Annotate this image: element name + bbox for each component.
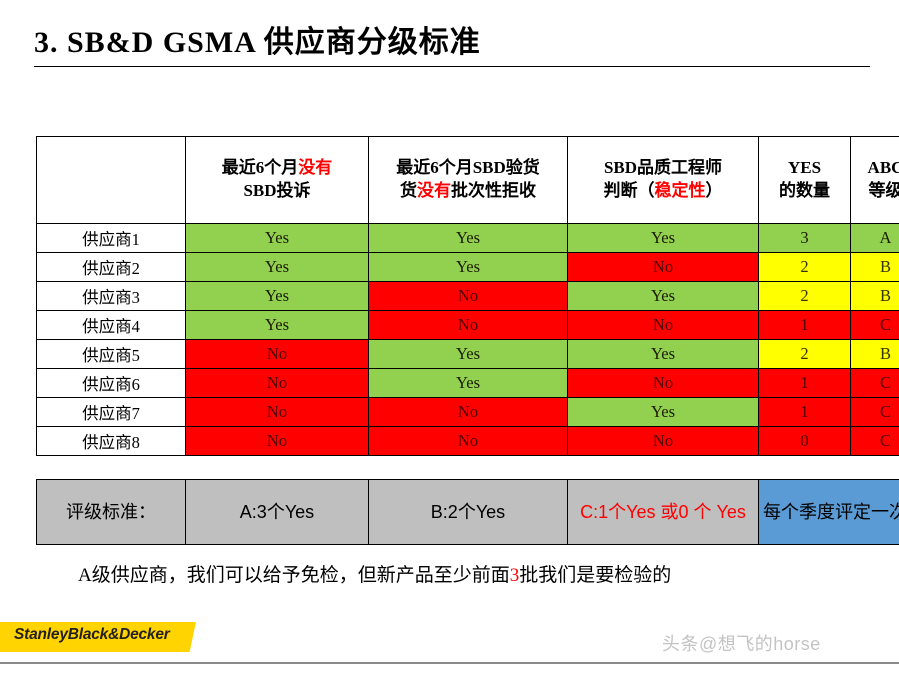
header-c4-red: 稳定性 [654,181,706,200]
criteria-label: 评级标准： [36,479,186,545]
supplier-name-cell: 供应商5 [36,339,186,369]
cell-engineer-judgement: Yes [567,281,759,311]
cell-no-complaint: Yes [185,223,369,253]
header-c6-line2: 等级 [868,181,899,200]
header-c4-part2: 判断（ [603,181,655,200]
header-c4-part3: ） [705,181,723,200]
cell-yes-count: 1 [758,368,851,398]
header-c3-part2: 批次性拒收 [451,181,536,200]
cell-no-complaint: No [185,397,369,427]
table-row: 供应商1 Yes Yes Yes 3 A [36,223,899,253]
table-body: 供应商1 Yes Yes Yes 3 A 供应商2 Yes Yes No 2 B 供应商3 Yes No Ye… [36,223,899,456]
supplier-name-cell: 供应商3 [36,281,186,311]
header-no-lot-rejection: 最近6个月SBD验货 货没有批次性拒收 [368,136,568,224]
supplier-name-cell: 供应商1 [36,223,186,253]
footer-note-part1: A级供应商，我们可以给予免检，但新产品至少前面 [78,565,510,586]
criteria-grade-a: A:3个Yes [185,479,369,545]
header-c2-red: 没有 [298,158,333,178]
cell-yes-count: 1 [758,397,851,427]
cell-engineer-judgement: No [567,368,759,398]
table-row: 供应商8 No No No 0 C [36,426,899,456]
header-c5-line2: 的数量 [779,181,830,200]
criteria-frequency: 每个季度评定一次 [758,479,899,545]
cell-engineer-judgement: Yes [567,223,759,253]
supplier-name-cell: 供应商6 [36,368,186,398]
cell-no-lot-rejection: Yes [368,252,568,282]
cell-yes-count: 3 [758,223,851,253]
cell-abc-grade: C [850,397,899,427]
table-header: 最近6个月没有 SBD投诉 最近6个月SBD验货 货没有批次性拒收 SBD品质工… [36,136,899,224]
header-engineer-judgement: SBD品质工程师 判断（稳定性） [567,136,759,224]
footer-note-part2: 批我们是要检验的 [519,565,672,586]
table-row: 供应商4 Yes No No 1 C [36,310,899,340]
header-c4-part1: SBD品质工程师 [603,158,723,178]
cell-abc-grade: B [850,252,899,282]
cell-abc-grade: C [850,368,899,398]
criteria-row: 评级标准： A:3个Yes B:2个Yes C:1个Yes 或0 个 Yes 每… [36,479,899,545]
header-abc-grade: ABC 等级 [850,136,899,224]
cell-engineer-judgement: No [567,252,759,282]
stanley-black-decker-logo: StanleyBlack&Decker [14,626,170,643]
cell-no-lot-rejection: No [368,310,568,340]
cell-engineer-judgement: Yes [567,339,759,369]
header-c2-part2: SBD投诉 [243,181,311,200]
cell-no-complaint: Yes [185,252,369,282]
cell-no-complaint: Yes [185,281,369,311]
header-no-complaint: 最近6个月没有 SBD投诉 [185,136,369,224]
header-supplier [36,136,186,224]
supplier-name-cell: 供应商8 [36,426,186,456]
criteria-grade-b: B:2个Yes [368,479,568,545]
table-row: 供应商3 Yes No Yes 2 B [36,281,899,311]
cell-engineer-judgement: No [567,310,759,340]
watermark: 头条@想飞的horse [662,634,821,654]
page-title: 3. SB&D GSMA 供应商分级标准 [34,24,870,67]
cell-no-complaint: No [185,368,369,398]
cell-no-lot-rejection: Yes [368,339,568,369]
header-c3-prefix: 货 [400,181,417,200]
cell-no-complaint: No [185,339,369,369]
cell-no-lot-rejection: No [368,426,568,456]
cell-no-complaint: No [185,426,369,456]
cell-engineer-judgement: Yes [567,397,759,427]
cell-engineer-judgement: No [567,426,759,456]
supplier-grading-table: 最近6个月没有 SBD投诉 最近6个月SBD验货 货没有批次性拒收 SBD品质工… [36,136,899,456]
footer-note-highlight: 3 [509,565,520,586]
header-c2-part1: 最近6个月 [221,158,299,178]
page-title-text: 3. SB&D GSMA 供应商分级标准 [34,26,481,59]
cell-yes-count: 0 [758,426,851,456]
cell-abc-grade: A [850,223,899,253]
cell-abc-grade: C [850,310,899,340]
cell-no-complaint: Yes [185,310,369,340]
header-c5-line1: YES [787,158,822,178]
cell-yes-count: 2 [758,281,851,311]
header-c3-red: 没有 [417,181,451,200]
criteria-grade-c: C:1个Yes 或0 个 Yes [567,479,759,545]
cell-yes-count: 2 [758,339,851,369]
cell-no-lot-rejection: Yes [368,368,568,398]
grading-criteria-table: 评级标准： A:3个Yes B:2个Yes C:1个Yes 或0 个 Yes 每… [36,479,899,545]
supplier-name-cell: 供应商4 [36,310,186,340]
cell-abc-grade: C [850,426,899,456]
title-divider [34,65,870,67]
supplier-name-cell: 供应商2 [36,252,186,282]
bottom-divider [0,662,899,664]
supplier-name-cell: 供应商7 [36,397,186,427]
cell-no-lot-rejection: Yes [368,223,568,253]
table-row: 供应商7 No No Yes 1 C [36,397,899,427]
cell-abc-grade: B [850,339,899,369]
table-row: 供应商5 No Yes Yes 2 B [36,339,899,369]
table-row: 供应商6 No Yes No 1 C [36,368,899,398]
cell-no-lot-rejection: No [368,281,568,311]
header-c3-part1: 最近6个月SBD验货 [396,158,540,178]
header-yes-count: YES 的数量 [758,136,851,224]
footer-note: A级供应商，我们可以给予免检，但新产品至少前面3批我们是要检验的 [78,562,838,591]
cell-abc-grade: B [850,281,899,311]
header-c6-line1: ABC [867,158,899,178]
table-header-row: 最近6个月没有 SBD投诉 最近6个月SBD验货 货没有批次性拒收 SBD品质工… [36,136,899,224]
cell-yes-count: 2 [758,252,851,282]
cell-yes-count: 1 [758,310,851,340]
cell-no-lot-rejection: No [368,397,568,427]
table-row: 供应商2 Yes Yes No 2 B [36,252,899,282]
